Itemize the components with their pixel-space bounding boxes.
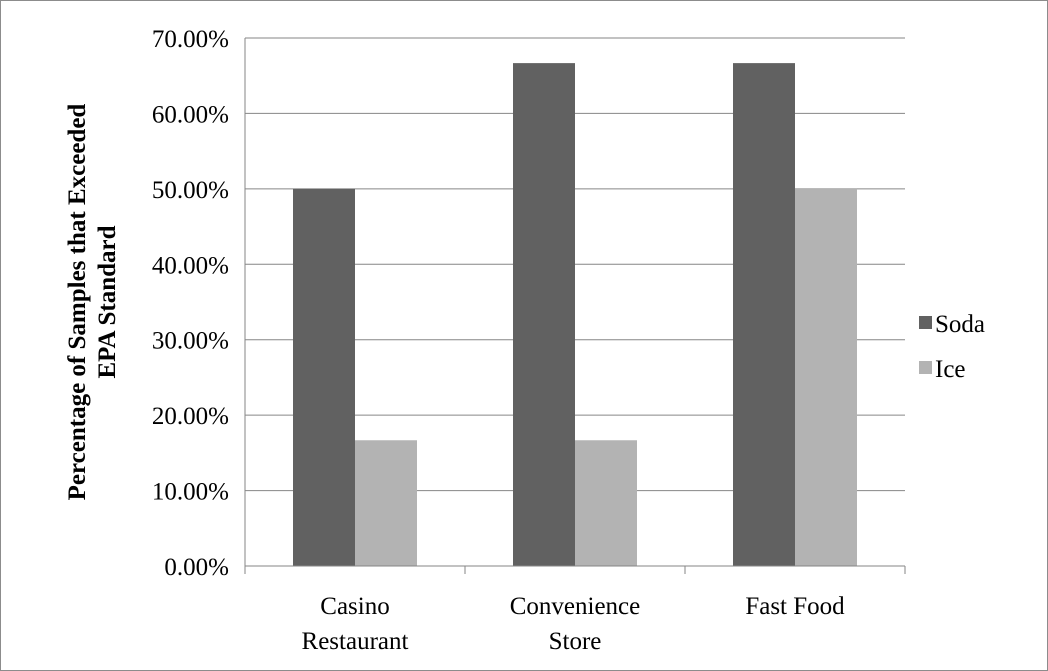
y-tick-label: 60.00% xyxy=(152,101,229,128)
y-tick-labels: 0.00% 10.00% 20.00% 30.00% 40.00% 50.00% 60.00… xyxy=(152,26,229,581)
axes xyxy=(244,38,906,574)
y-axis-title: Percentage of Samples that Exceeded EPA S… xyxy=(64,104,121,501)
legend-label-ice: Ice xyxy=(935,356,966,383)
y-axis-title-line: EPA Standard xyxy=(94,225,121,378)
category-label: Store xyxy=(549,628,602,655)
category-label: Fast Food xyxy=(745,593,845,620)
y-tick-label: 30.00% xyxy=(152,328,229,355)
bar-soda xyxy=(733,63,795,567)
bar-ice xyxy=(795,188,857,566)
bars xyxy=(293,63,857,567)
bar-soda xyxy=(293,188,355,566)
bar-ice xyxy=(355,440,417,566)
category-label: Restaurant xyxy=(302,628,409,655)
y-tick-label: 50.00% xyxy=(152,177,229,204)
bar-soda xyxy=(513,63,575,567)
y-tick-label: 20.00% xyxy=(152,403,229,430)
y-tick-label: 10.00% xyxy=(152,479,229,506)
legend-swatch-ice xyxy=(919,361,932,374)
bar-ice xyxy=(575,440,637,566)
category-labels: Casino Restaurant Convenience Store Fast Foo… xyxy=(302,593,846,655)
legend-swatch-soda xyxy=(919,316,932,329)
category-label: Casino xyxy=(320,593,389,620)
legend-label-soda: Soda xyxy=(935,311,985,338)
y-tick-label: 40.00% xyxy=(152,252,229,279)
y-axis-title-line: Percentage of Samples that Exceeded xyxy=(64,104,91,501)
legend: Soda Ice xyxy=(919,311,985,383)
category-label: Convenience xyxy=(510,593,641,620)
y-tick-label: 70.00% xyxy=(152,26,229,53)
y-tick-label: 0.00% xyxy=(164,554,229,581)
